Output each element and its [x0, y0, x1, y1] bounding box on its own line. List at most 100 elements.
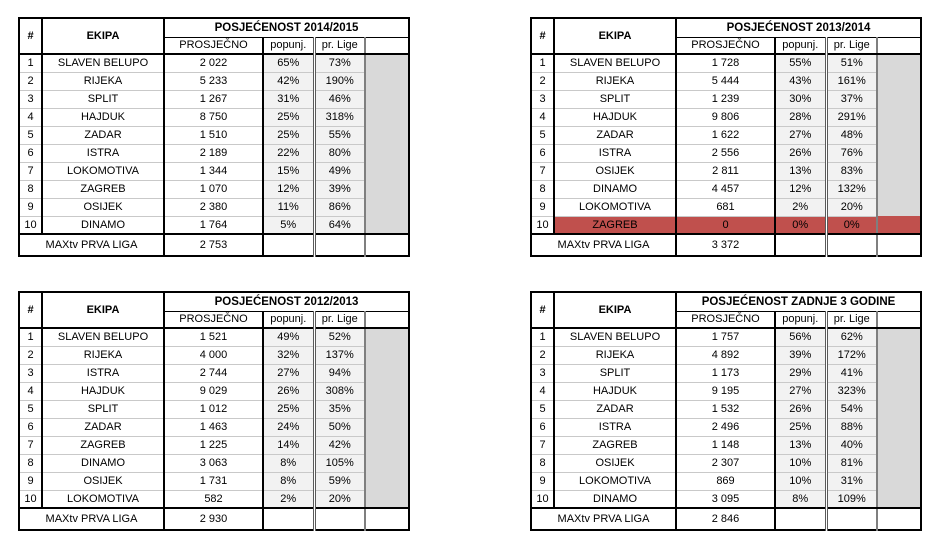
empty-cell: [877, 180, 922, 198]
table-body: 1 SLAVEN BELUPO 1 728 55% 51% 2 RIJEKA 5 444 43%…: [531, 54, 922, 235]
average-cell: 2 744: [164, 364, 264, 383]
empty-cell: [877, 364, 921, 382]
occupancy-cell: 24%: [263, 418, 316, 437]
average-cell: 4 457: [676, 180, 776, 199]
team-cell: OSIJEK: [554, 162, 677, 181]
empty-cell: [877, 436, 921, 454]
column-header-average: PROSJEČNO: [164, 311, 264, 329]
team-cell: ISTRA: [554, 144, 677, 163]
occupancy-cell: 27%: [263, 364, 316, 383]
league-avg-cell: 291%: [826, 108, 878, 127]
team-cell: DINAMO: [42, 454, 165, 473]
occupancy-cell: 65%: [263, 54, 316, 73]
league-avg-cell: 161%: [826, 72, 878, 91]
column-header-league-avg: pr. Lige: [826, 311, 878, 329]
league-avg-cell: 55%: [314, 126, 366, 145]
league-avg-cell: 40%: [826, 436, 878, 455]
empty-cell: [365, 364, 410, 382]
league-avg-cell: 20%: [314, 490, 366, 509]
column-header-rank: #: [531, 292, 555, 329]
rank-cell: 8: [19, 454, 43, 473]
column-header-occupancy: popunj.: [263, 37, 316, 55]
footer-average-cell: 2 753: [164, 234, 264, 256]
empty-cell: [365, 108, 410, 126]
team-cell: SPLIT: [42, 400, 165, 419]
league-avg-cell: 76%: [826, 144, 878, 163]
table-row: 9 OSIJEK 2 380 11% 86%: [19, 198, 410, 217]
table-row: 1 SLAVEN BELUPO 1 521 49% 52%: [19, 328, 410, 347]
table-row: 4 HAJDUK 9 029 26% 308%: [19, 382, 410, 401]
occupancy-cell: 28%: [775, 108, 828, 127]
average-cell: 3 095: [676, 490, 776, 509]
average-cell: 1 344: [164, 162, 264, 181]
team-cell: SPLIT: [554, 364, 677, 383]
column-header-average: PROSJEČNO: [164, 37, 264, 55]
occupancy-cell: 26%: [775, 400, 828, 419]
team-cell: LOKOMOTIVA: [554, 472, 677, 491]
empty-cell: [365, 454, 410, 472]
table-body: 1 SLAVEN BELUPO 1 757 56% 62% 2 RIJEKA 4 892 39%…: [531, 328, 921, 509]
footer-empty-cell: [365, 234, 410, 256]
occupancy-cell: 0%: [775, 216, 828, 235]
empty-cell: [877, 144, 922, 162]
league-avg-cell: 54%: [826, 400, 878, 419]
column-header-team: EKIPA: [42, 292, 165, 329]
table-row: 5 ZADAR 1 532 26% 54%: [531, 400, 921, 419]
table-row: 6 ISTRA 2 556 26% 76%: [531, 144, 922, 163]
average-cell: 1 757: [676, 328, 776, 347]
average-cell: 1 239: [676, 90, 776, 109]
team-cell: DINAMO: [42, 216, 165, 235]
league-avg-cell: 132%: [826, 180, 878, 199]
average-cell: 869: [676, 472, 776, 491]
average-cell: 1 622: [676, 126, 776, 145]
occupancy-cell: 55%: [775, 54, 828, 73]
table-row: 2 RIJEKA 5 233 42% 190%: [19, 72, 410, 91]
team-cell: ZADAR: [554, 400, 677, 419]
footer-league-avg-cell: [314, 508, 366, 530]
average-cell: 4 000: [164, 346, 264, 365]
average-cell: 5 233: [164, 72, 264, 91]
rank-cell: 8: [19, 180, 43, 199]
average-cell: 1 148: [676, 436, 776, 455]
league-avg-cell: 42%: [314, 436, 366, 455]
rank-cell: 3: [19, 90, 43, 109]
rank-cell: 9: [19, 472, 43, 491]
column-header-rank: #: [19, 292, 43, 329]
occupancy-cell: 30%: [775, 90, 828, 109]
empty-cell: [877, 400, 921, 418]
rank-cell: 4: [19, 108, 43, 127]
rank-cell: 7: [531, 436, 555, 455]
table-row: 8 OSIJEK 2 307 10% 81%: [531, 454, 921, 473]
average-cell: 4 892: [676, 346, 776, 365]
footer-average-cell: 2 846: [676, 508, 776, 530]
empty-cell: [877, 108, 922, 126]
footer-league-avg-cell: [826, 234, 878, 256]
occupancy-cell: 49%: [263, 328, 316, 347]
occupancy-cell: 29%: [775, 364, 828, 383]
column-header-empty: [365, 311, 410, 329]
team-cell: DINAMO: [554, 180, 677, 199]
column-header-average: PROSJEČNO: [676, 311, 776, 329]
empty-cell: [877, 162, 922, 180]
team-cell: OSIJEK: [42, 472, 165, 491]
attendance-table-last-3-years: # EKIPA POSJEĆENOST ZADNJE 3 GODINE PROS…: [530, 291, 922, 531]
occupancy-cell: 26%: [263, 382, 316, 401]
table-title: POSJEĆENOST ZADNJE 3 GODINE: [676, 292, 921, 312]
empty-cell: [365, 490, 410, 509]
occupancy-cell: 12%: [263, 180, 316, 199]
league-avg-cell: 83%: [826, 162, 878, 181]
occupancy-cell: 2%: [263, 490, 316, 509]
league-avg-cell: 308%: [314, 382, 366, 401]
table-row: 9 LOKOMOTIVA 681 2% 20%: [531, 198, 922, 217]
empty-cell: [877, 418, 921, 436]
rank-cell: 10: [531, 490, 555, 509]
table-row: 1 SLAVEN BELUPO 2 022 65% 73%: [19, 54, 410, 73]
league-avg-cell: 0%: [826, 216, 878, 235]
table-row: 9 OSIJEK 1 731 8% 59%: [19, 472, 410, 491]
team-cell: ZAGREB: [42, 180, 165, 199]
attendance-table-2014-2015: # EKIPA POSJEĆENOST 2014/2015 PROSJEČNO …: [18, 17, 411, 257]
column-header-rank: #: [531, 18, 555, 55]
table-row: 8 DINAMO 3 063 8% 105%: [19, 454, 410, 473]
team-cell: ZADAR: [42, 126, 165, 145]
table-row: 10 LOKOMOTIVA 582 2% 20%: [19, 490, 410, 509]
